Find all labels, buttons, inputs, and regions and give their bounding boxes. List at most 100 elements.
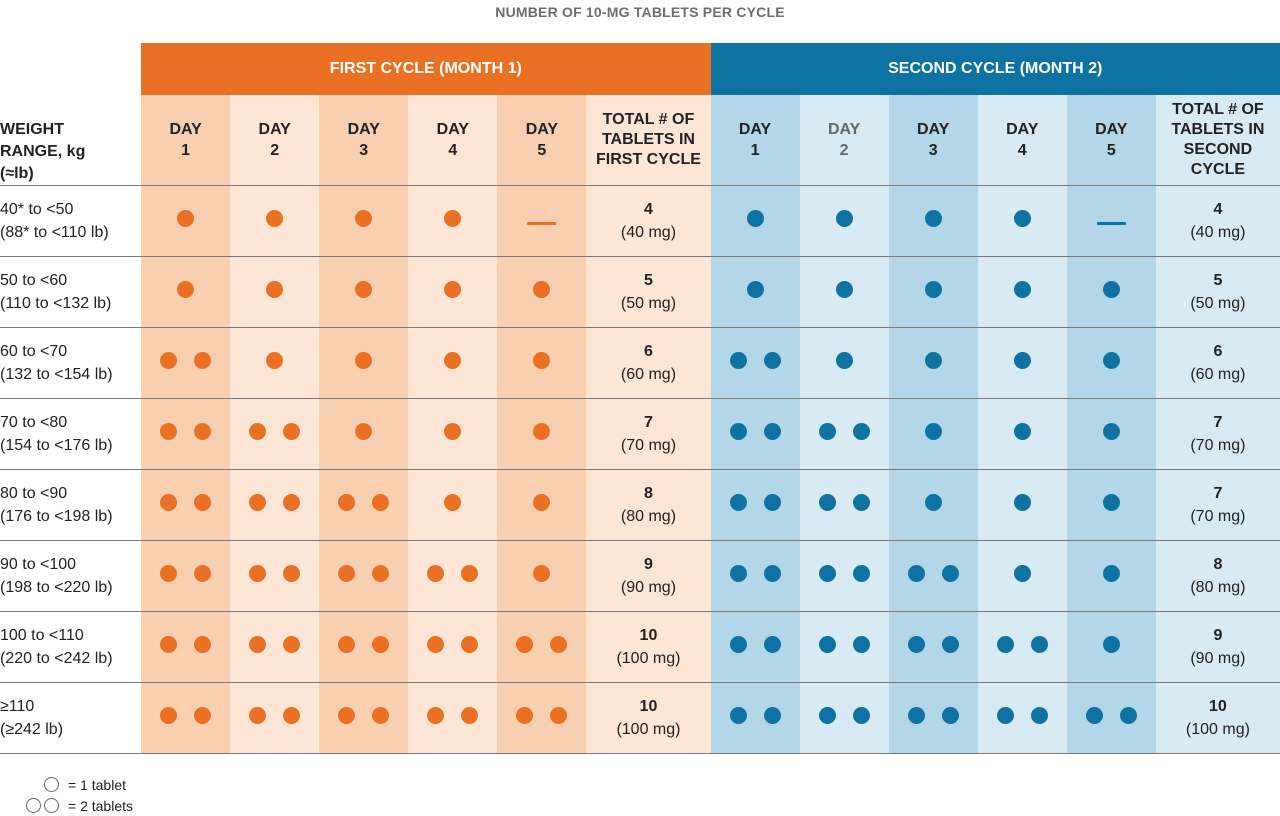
total-mg: (70 mg) <box>586 434 710 457</box>
total-tablets: 6 <box>1156 340 1280 363</box>
first-day-2-cell <box>230 399 319 470</box>
tablet-group <box>427 707 478 724</box>
total-mg: (100 mg) <box>1156 718 1280 741</box>
second-day-4-cell <box>978 186 1067 257</box>
tablet-group <box>730 423 781 440</box>
tablet-dot <box>533 494 550 511</box>
tablet-group <box>925 494 942 511</box>
weight-kg: 60 to <70 <box>0 340 141 363</box>
first-day-4-cell <box>408 541 497 612</box>
total-header-line: TABLETS IN <box>1156 120 1280 140</box>
weight-lb: (198 to <220 lb) <box>0 576 141 599</box>
tablet-group <box>925 210 942 227</box>
second-day-3-cell <box>889 328 978 399</box>
first-day-3-cell <box>319 541 408 612</box>
second-day-2-cell <box>800 186 889 257</box>
tablet-dot <box>997 636 1014 653</box>
tablet-dot <box>194 494 211 511</box>
second-total-cell: 4(40 mg) <box>1156 186 1280 257</box>
tablet-dot <box>461 565 478 582</box>
tablet-dot <box>764 565 781 582</box>
first-day-3-cell <box>319 470 408 541</box>
total-mg: (60 mg) <box>1156 363 1280 386</box>
tablet-group <box>160 707 211 724</box>
second-day-1-cell <box>711 186 800 257</box>
first-day-5-cell <box>497 328 586 399</box>
first-day-4-cell <box>408 683 497 754</box>
tablet-group <box>925 352 942 369</box>
tablet-dot <box>908 707 925 724</box>
weight-range-cell: 50 to <60(110 to <132 lb) <box>0 257 141 328</box>
total-header-line: TOTAL # OF <box>586 110 710 130</box>
weight-header-line-3: (≈lb) <box>0 163 141 185</box>
tablet-group <box>516 707 567 724</box>
tablet-group <box>1014 281 1031 298</box>
tablet-dot <box>372 494 389 511</box>
first-day-5-cell <box>497 399 586 470</box>
tablet-dot <box>283 636 300 653</box>
tablet-dot <box>908 636 925 653</box>
weight-lb: (88* to <110 lb) <box>0 221 141 244</box>
tablet-dot <box>160 636 177 653</box>
weight-kg: ≥110 <box>0 695 141 718</box>
tablet-dot <box>461 636 478 653</box>
total-mg: (70 mg) <box>1156 505 1280 528</box>
weight-kg: 50 to <60 <box>0 269 141 292</box>
table-row: 100 to <110(220 to <242 lb)10(100 mg)9(9… <box>0 612 1280 683</box>
tablet-dot <box>925 352 942 369</box>
tablet-dot <box>444 494 461 511</box>
total-tablets: 6 <box>586 340 710 363</box>
tablet-dot <box>533 352 550 369</box>
first-total-cell: 10(100 mg) <box>586 683 710 754</box>
tablet-group <box>160 636 211 653</box>
tablet-dot <box>925 210 942 227</box>
total-mg: (100 mg) <box>586 718 710 741</box>
tablet-group <box>1103 352 1120 369</box>
second-total-cell: 7(70 mg) <box>1156 399 1280 470</box>
table-row: 50 to <60(110 to <132 lb)5(50 mg)5(50 mg… <box>0 257 1280 328</box>
day-number: 2 <box>800 140 889 161</box>
second-day-2-cell <box>800 541 889 612</box>
day-number: 3 <box>319 140 408 161</box>
tablet-group <box>819 636 870 653</box>
tablet-group <box>1103 636 1120 653</box>
first-day-2-cell <box>230 328 319 399</box>
weight-kg: 90 to <100 <box>0 553 141 576</box>
legend-one-label: = 1 tablet <box>68 777 126 793</box>
tablet-dot <box>764 423 781 440</box>
tablet-group <box>730 494 781 511</box>
table-row: 90 to <100(198 to <220 lb)9(90 mg)8(80 m… <box>0 541 1280 612</box>
table-row: 70 to <80(154 to <176 lb)7(70 mg)7(70 mg… <box>0 399 1280 470</box>
second-day-4-cell <box>978 328 1067 399</box>
tablet-dot <box>194 707 211 724</box>
tablet-dot <box>942 707 959 724</box>
first-total-cell: 10(100 mg) <box>586 612 710 683</box>
tablet-dot <box>355 210 372 227</box>
tablet-dot <box>283 494 300 511</box>
tablet-dot <box>444 281 461 298</box>
tablet-dot <box>194 423 211 440</box>
total-tablets: 5 <box>586 269 710 292</box>
tablet-dot <box>730 352 747 369</box>
tablet-dot <box>819 423 836 440</box>
second-day-3-cell <box>889 470 978 541</box>
tablet-group <box>1103 494 1120 511</box>
tablet-group <box>836 210 853 227</box>
tablet-dot <box>1014 352 1031 369</box>
legend-two-label: = 2 tablets <box>68 798 133 814</box>
day-label: DAY <box>141 119 230 140</box>
weight-kg: 70 to <80 <box>0 411 141 434</box>
total-mg: (90 mg) <box>586 576 710 599</box>
tablet-group <box>1014 423 1031 440</box>
first-day-1-cell <box>141 328 230 399</box>
second-day-5-cell <box>1067 257 1156 328</box>
tablet-group <box>730 352 781 369</box>
first-day-3-cell <box>319 399 408 470</box>
second-day-2-cell <box>800 399 889 470</box>
tablet-group <box>533 494 550 511</box>
tablet-group <box>1014 565 1031 582</box>
total-header-line: TABLETS IN <box>586 130 710 150</box>
cycle-banner-row: FIRST CYCLE (MONTH 1) SECOND CYCLE (MONT… <box>0 43 1280 95</box>
